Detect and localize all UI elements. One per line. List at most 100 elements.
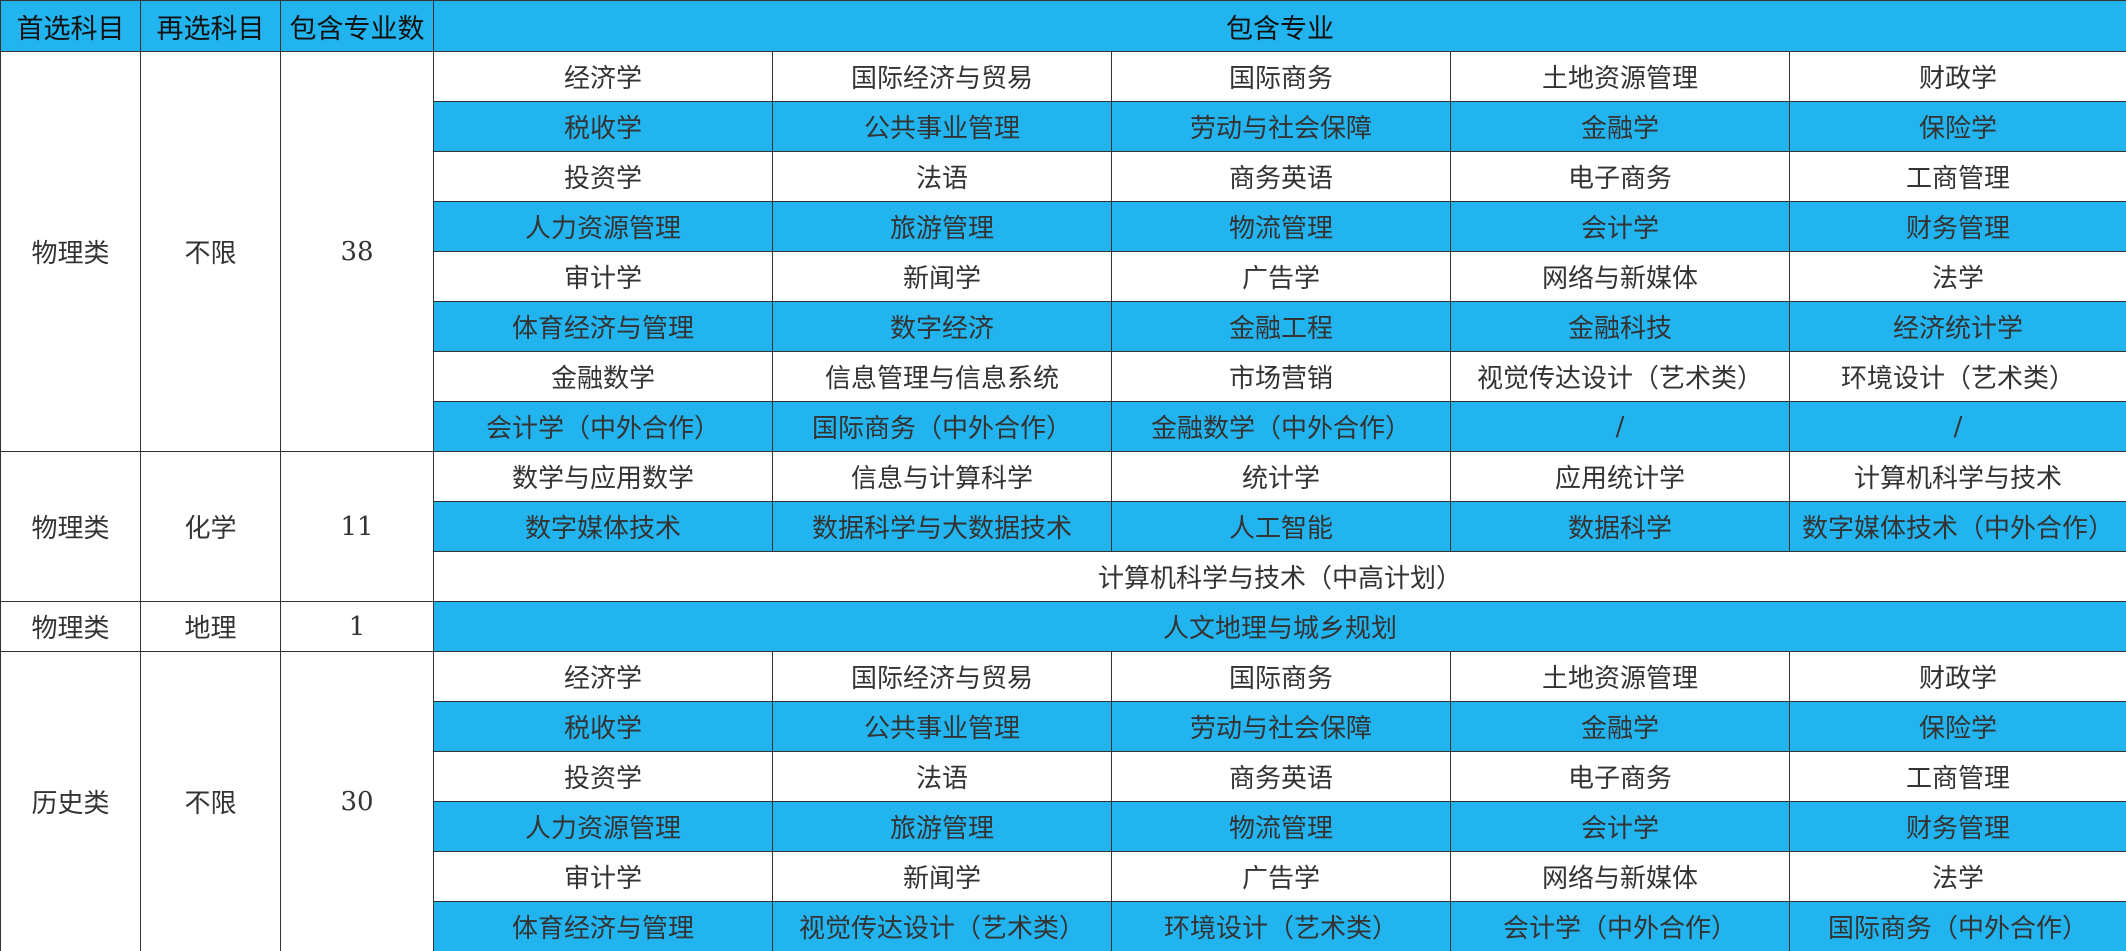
major-cell: 数字经济 — [772, 301, 1112, 352]
major-cell: 金融学 — [1450, 701, 1790, 752]
major-cell: 物流管理 — [1111, 801, 1451, 852]
table-row: 数字媒体技术 数据科学与大数据技术 人工智能 数据科学 数字媒体技术（中外合作） — [1, 501, 2126, 552]
major-cell: 劳动与社会保障 — [1111, 101, 1451, 152]
major-cell: 法语 — [772, 151, 1112, 202]
major-cell: 广告学 — [1111, 251, 1451, 302]
major-cell: 劳动与社会保障 — [1111, 701, 1451, 752]
major-cell: 公共事业管理 — [772, 101, 1112, 152]
major-cell: 土地资源管理 — [1450, 651, 1790, 702]
header-cell: 首选科目 — [0, 0, 141, 52]
table-row: 历史类 不限 30 经济学 国际经济与贸易 国际商务 土地资源管理 财政学 — [0, 651, 2126, 951]
major-cell: 会计学 — [1450, 201, 1790, 252]
major-cell: 视觉传达设计（艺术类） — [1450, 351, 1790, 402]
major-cell: 体育经济与管理 — [433, 301, 773, 352]
major-cell: 人力资源管理 — [433, 201, 773, 252]
major-cell: 信息管理与信息系统 — [772, 351, 1112, 402]
group-cell: 地理 — [140, 601, 281, 652]
major-cell: / — [1450, 401, 1790, 452]
major-cell: 国际商务 — [1111, 51, 1451, 102]
major-cell: 国际商务 — [1111, 651, 1451, 702]
major-cell: 法学 — [1788, 851, 2126, 902]
table-row: 物理类 化学 11 数学与应用数学 信息与计算科学 统计学 应用统计学 计算机科学与技术 — [0, 451, 2126, 602]
major-cell: 金融数学 — [433, 351, 773, 402]
major-cell: 审计学 — [433, 251, 773, 302]
table-row: 投资学 法语 商务英语 电子商务 工商管理 — [1, 751, 2126, 802]
major-cell: 计算机科学与技术 — [1788, 451, 2126, 502]
major-cell: 信息与计算科学 — [772, 451, 1112, 502]
major-cell: 统计学 — [1111, 451, 1451, 502]
group-cell: 化学 — [140, 451, 281, 602]
header-cell: 再选科目 — [140, 0, 281, 52]
major-cell: 商务英语 — [1111, 751, 1451, 802]
major-cell: 人工智能 — [1111, 501, 1451, 552]
group-cell: 11 — [280, 451, 434, 602]
table-row: 人力资源管理 旅游管理 物流管理 会计学 财务管理 — [1, 801, 2126, 852]
table-row: 计算机科学与技术（中高计划） — [1, 551, 2126, 602]
major-cell: 税收学 — [433, 701, 773, 752]
major-cell: 财政学 — [1788, 651, 2126, 702]
table-row: 会计学（中外合作） 国际商务（中外合作） 金融数学（中外合作） / / — [1, 401, 2126, 452]
major-cell: 金融数学（中外合作） — [1111, 401, 1451, 452]
major-cell: 数据科学与大数据技术 — [772, 501, 1112, 552]
group-cell: 物理类 — [0, 451, 141, 602]
major-cell: 电子商务 — [1450, 751, 1790, 802]
major-cell: 新闻学 — [772, 251, 1112, 302]
major-cell: 体育经济与管理 — [433, 901, 773, 951]
major-cell: 金融工程 — [1111, 301, 1451, 352]
major-cell: 财政学 — [1788, 51, 2126, 102]
major-cell: 数字媒体技术（中外合作） — [1788, 501, 2126, 552]
table-row: 审计学 新闻学 广告学 网络与新媒体 法学 — [1, 851, 2126, 902]
table-row: 体育经济与管理 数字经济 金融工程 金融科技 经济统计学 — [1, 301, 2126, 352]
major-cell: 会计学（中外合作） — [1450, 901, 1790, 951]
major-cell: 物流管理 — [1111, 201, 1451, 252]
major-cell: 环境设计（艺术类） — [1788, 351, 2126, 402]
major-cell: 国际经济与贸易 — [772, 651, 1112, 702]
table-row: 物理类 地理 1 人文地理与城乡规划 — [0, 601, 2126, 652]
table-body: 物理类 不限 38 经济学 国际经济与贸易 国际商务 土地资源管理 财政学 税收学 公共事业管理劳… — [0, 51, 2126, 951]
major-cell: 数据科学 — [1450, 501, 1790, 552]
major-cell: 国际商务（中外合作） — [772, 401, 1112, 452]
major-cell: 财务管理 — [1788, 801, 2126, 852]
major-cell: 人文地理与城乡规划 — [432, 601, 2126, 652]
major-cell: 广告学 — [1111, 851, 1451, 902]
group-cell: 不限 — [140, 51, 281, 452]
major-cell: 工商管理 — [1788, 151, 2126, 202]
major-cell: 人力资源管理 — [433, 801, 773, 852]
major-cell: 投资学 — [433, 151, 773, 202]
group-cell: 物理类 — [0, 51, 141, 452]
major-cell: 经济学 — [433, 651, 773, 702]
group-cell: 30 — [280, 651, 434, 951]
header-cell: 包含专业数 — [280, 0, 434, 52]
major-cell: 公共事业管理 — [772, 701, 1112, 752]
major-cell: 国际经济与贸易 — [772, 51, 1112, 102]
major-cell: 经济统计学 — [1788, 301, 2126, 352]
header-cell: 包含专业 — [432, 0, 2126, 52]
major-cell: 法语 — [772, 751, 1112, 802]
major-cell: 保险学 — [1788, 101, 2126, 152]
group-cell: 1 — [280, 601, 434, 652]
major-cell: 金融学 — [1450, 101, 1790, 152]
major-cell: 市场营销 — [1111, 351, 1451, 402]
group-cell: 不限 — [140, 651, 281, 951]
major-cell: 旅游管理 — [772, 201, 1112, 252]
major-cell: 网络与新媒体 — [1450, 851, 1790, 902]
major-cell: 法学 — [1788, 251, 2126, 302]
major-cell: 电子商务 — [1450, 151, 1790, 202]
major-cell: 工商管理 — [1788, 751, 2126, 802]
table-row: 税收学 公共事业管理 劳动与社会保障 金融学 保险学 — [1, 701, 2126, 752]
table-row: 物理类 不限 38 经济学 国际经济与贸易 国际商务 土地资源管理 财政学 — [0, 51, 2126, 452]
table-row: 体育经济与管理 视觉传达设计（艺术类） 环境设计（艺术类） 会计学（中外合作） 国际商务… — [1, 901, 2126, 951]
major-cell: 会计学（中外合作） — [433, 401, 773, 452]
group-cell: 38 — [280, 51, 434, 452]
major-cell: 数学与应用数学 — [433, 451, 773, 502]
major-cell: 新闻学 — [772, 851, 1112, 902]
major-cell: 会计学 — [1450, 801, 1790, 852]
table-row: 税收学 公共事业管理 劳动与社会保障 金融学 保险学 — [1, 101, 2126, 152]
major-cell: 计算机科学与技术（中高计划） — [432, 551, 2126, 602]
group-cell: 物理类 — [0, 601, 141, 652]
header-row: 首选科目 再选科目 包含专业数 包含专业 — [0, 0, 2126, 52]
major-cell: 保险学 — [1788, 701, 2126, 752]
major-cell: 财务管理 — [1788, 201, 2126, 252]
